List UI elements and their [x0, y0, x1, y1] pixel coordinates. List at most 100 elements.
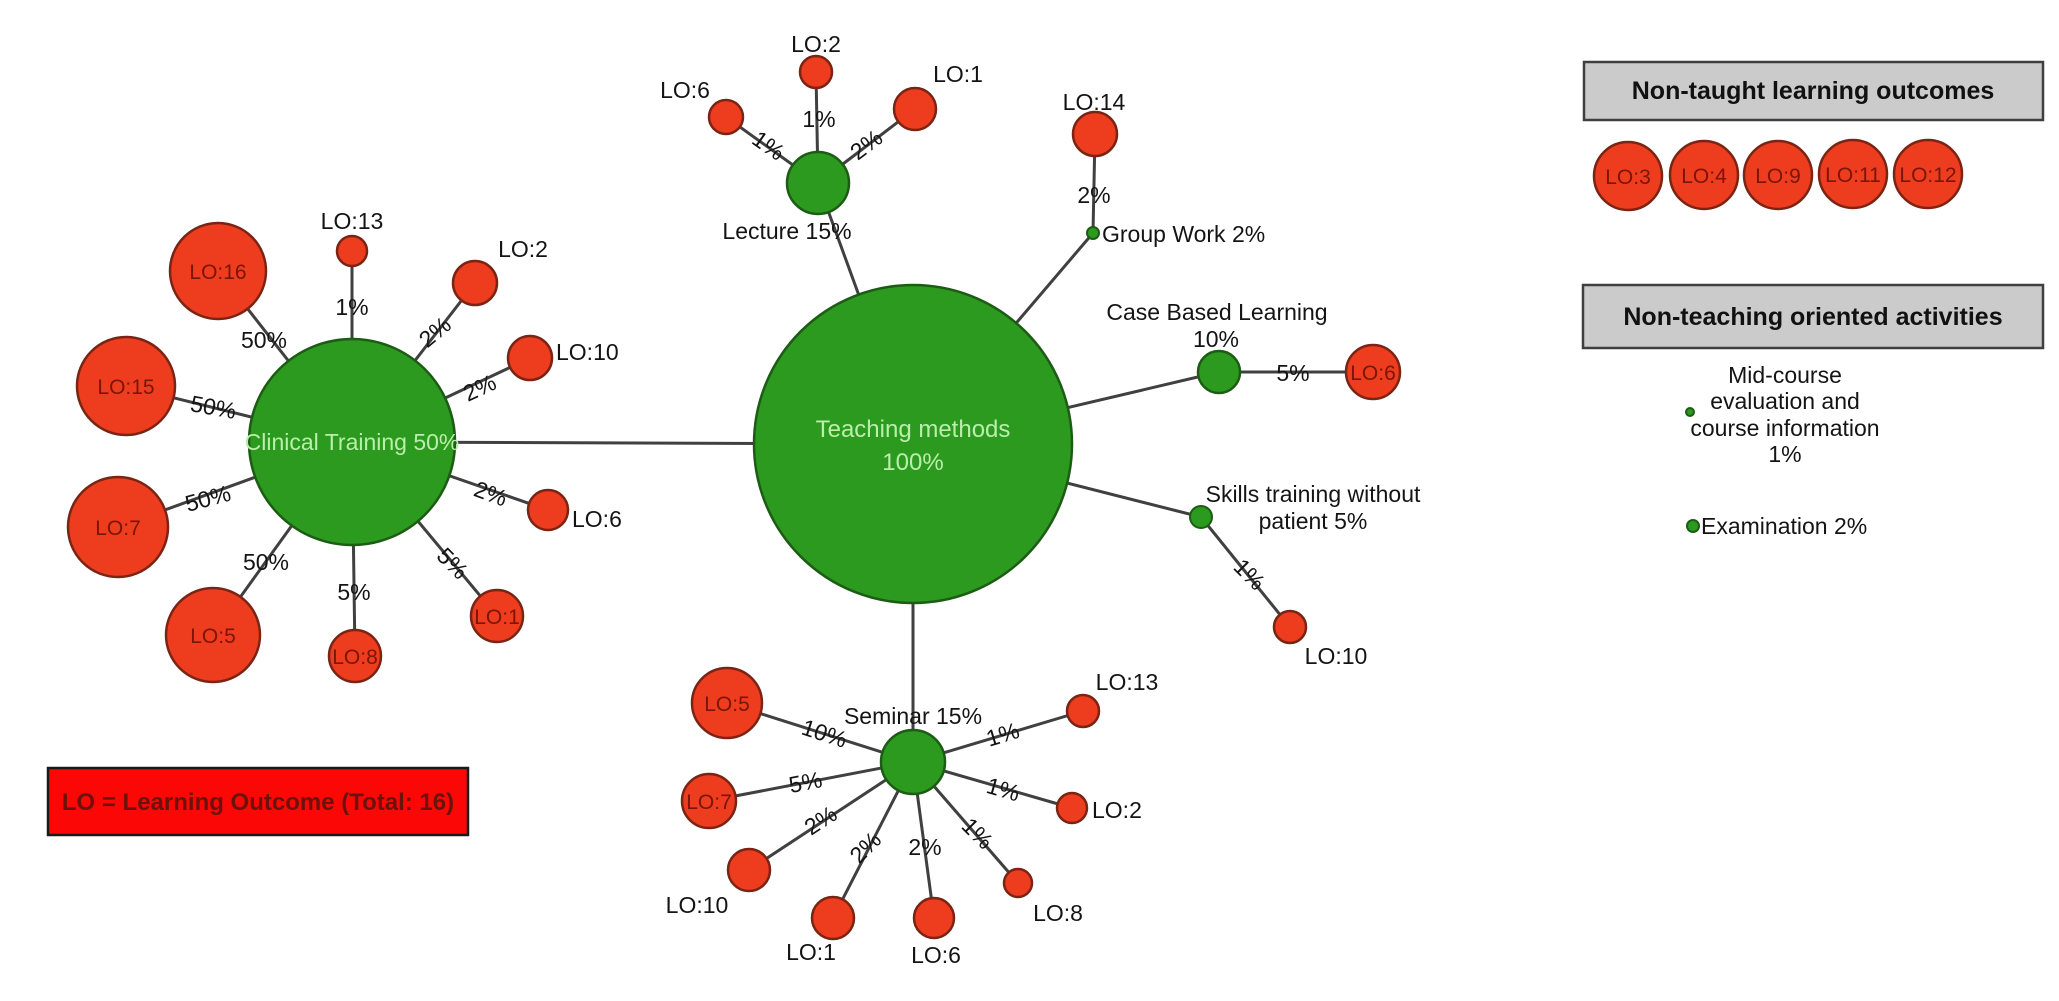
satellite-label-lecture-lo1: LO:1: [933, 61, 983, 87]
edge-pct-clinical-lo7: 50%: [182, 480, 233, 517]
case-based-pct: 10%: [1193, 326, 1239, 352]
edge-pct-clinical-lo13: 1%: [335, 294, 368, 320]
satellite-lecture-lo2: [798, 54, 834, 90]
satellite-seminar-lo10: [726, 847, 772, 893]
seminar-label: Seminar 15%: [844, 703, 982, 729]
non-taught-label-lo4: LO:4: [1681, 165, 1727, 188]
skills-label-line1: Skills training without: [1206, 481, 1421, 507]
edge-pct-seminar-lo2: 1%: [984, 772, 1023, 806]
satellite-clinical-lo16: [168, 221, 268, 321]
non-taught-header-box: [1582, 60, 2045, 122]
satellite-label-skills-lo10: LO:10: [1305, 643, 1368, 669]
satellite-skills-lo10: [1272, 609, 1308, 645]
mid-course-dot: [1685, 407, 1695, 417]
satellite-seminar-lo5: [690, 666, 764, 740]
node-seminar: [879, 728, 947, 796]
legend-label: LO = Learning Outcome (Total: 16): [62, 789, 454, 816]
satellite-label-clinical-lo2: LO:2: [498, 236, 548, 262]
edge-pct-clinical-lo5: 50%: [243, 549, 289, 575]
edge-pct-clinical-lo15: 50%: [188, 390, 238, 424]
satellite-label-lecture-lo6: LO:6: [660, 77, 710, 103]
satellite-label-clinical-lo6: LO:6: [572, 506, 622, 532]
legend-box: [46, 766, 470, 837]
non-taught-item-lo3: [1592, 140, 1664, 212]
edge-pct-lecture-lo2: 1%: [802, 106, 835, 132]
group-work-label: Group Work 2%: [1102, 221, 1265, 247]
satellite-label-seminar-lo10: LO:10: [666, 892, 729, 918]
non-teaching-header-label: Non-teaching oriented activities: [1623, 303, 2002, 331]
satellite-label-group-work-lo14: LO:14: [1063, 89, 1126, 115]
non-taught-label-lo12: LO:12: [1899, 164, 1956, 187]
satellite-label-lo1: LO:1: [474, 606, 520, 629]
edge-pct-case-based-lo6: 5%: [1276, 360, 1309, 386]
edge-pct-clinical-lo1: 5%: [432, 542, 474, 584]
satellite-seminar-lo13: [1065, 693, 1101, 729]
satellite-label-seminar-lo5: LO:5: [704, 693, 750, 716]
satellite-clinical-lo1: [469, 588, 525, 644]
satellite-label-case-based-lo6: LO:6: [1350, 362, 1396, 385]
node-clinical-training: [247, 337, 457, 547]
satellite-clinical-lo7: [66, 475, 170, 579]
satellite-clinical-lo15: [75, 335, 177, 437]
satellite-lecture-lo6: [707, 98, 745, 136]
edge-pct-seminar-lo13: 1%: [983, 717, 1022, 752]
satellite-label-seminar-lo6: LO:6: [911, 942, 961, 968]
non-taught-label-lo9: LO:9: [1755, 165, 1801, 188]
satellite-label-lo8: LO:8: [332, 646, 378, 669]
node-lecture: [785, 150, 851, 216]
skills-label-line2: patient 5%: [1259, 508, 1368, 534]
satellite-label-seminar-lo7: LO:7: [686, 791, 732, 814]
mid-course-label-line2: evaluation and: [1710, 388, 1860, 414]
satellite-group-work-lo14: [1071, 110, 1119, 158]
edge-pct-clinical-lo6: 2%: [471, 476, 511, 512]
satellite-clinical-lo6: [526, 488, 570, 532]
satellite-clinical-lo10: [506, 334, 554, 382]
non-taught-header-label: Non-taught learning outcomes: [1632, 77, 1995, 105]
edge-pct-seminar-lo7: 5%: [787, 766, 825, 798]
edge-pct-clinical-lo16: 50%: [241, 327, 287, 353]
examination-dot: [1686, 519, 1700, 533]
examination-label: Examination 2%: [1701, 513, 1867, 539]
hub-label-line1: Teaching methods: [816, 416, 1011, 443]
hub-node-teaching-methods: [752, 283, 1074, 605]
satellite-lecture-lo1: [892, 86, 938, 132]
satellite-clinical-lo8: [327, 628, 383, 684]
satellite-label-clinical-lo10: LO:10: [556, 339, 619, 365]
satellite-label-seminar-lo13: LO:13: [1096, 669, 1159, 695]
satellite-seminar-lo2: [1055, 791, 1089, 825]
satellite-label-lo15: LO:15: [97, 376, 154, 399]
satellite-label-clinical-lo13: LO:13: [321, 208, 384, 234]
node-group-work: [1086, 226, 1100, 240]
non-taught-item-lo4: [1668, 139, 1740, 211]
non-taught-item-lo9: [1742, 139, 1814, 211]
satellite-seminar-lo1: [810, 895, 856, 941]
satellite-seminar-lo8: [1002, 867, 1034, 899]
edge-skills-lo10: [1199, 516, 1292, 628]
hub-label-line2: 100%: [882, 449, 943, 476]
satellite-seminar-lo6: [912, 896, 956, 940]
satellite-case-based-lo6: [1344, 343, 1402, 401]
edge-pct-seminar-lo1: 2%: [844, 826, 886, 868]
satellite-label-lecture-lo2: LO:2: [791, 31, 841, 57]
edge-pct-clinical-lo8: 5%: [337, 579, 370, 605]
lecture-label: Lecture 15%: [722, 218, 851, 244]
satellite-clinical-lo2: [451, 259, 499, 307]
non-taught-label-lo11: LO:11: [1825, 164, 1881, 187]
case-based-label: Case Based Learning: [1106, 299, 1327, 325]
clinical-label: Clinical Training 50%: [245, 429, 460, 455]
satellite-label-seminar-lo2: LO:2: [1092, 797, 1142, 823]
satellite-label-lo7: LO:7: [95, 517, 141, 540]
edge-seminar-lo7: [708, 760, 914, 803]
satellite-clinical-lo5: [164, 586, 262, 684]
edge-pct-seminar-lo5: 10%: [799, 714, 851, 753]
non-taught-item-lo12: [1892, 138, 1964, 210]
satellite-label-lo16: LO:16: [189, 261, 246, 284]
mid-course-label-line1: Mid-course: [1728, 362, 1842, 388]
edge-pct-group-work-lo14: 2%: [1077, 182, 1110, 208]
satellite-label-seminar-lo1: LO:1: [786, 939, 836, 965]
mid-course-label-line4: 1%: [1768, 441, 1801, 467]
edge-pct-seminar-lo6: 2%: [908, 834, 941, 860]
non-taught-label-lo3: LO:3: [1605, 166, 1651, 189]
